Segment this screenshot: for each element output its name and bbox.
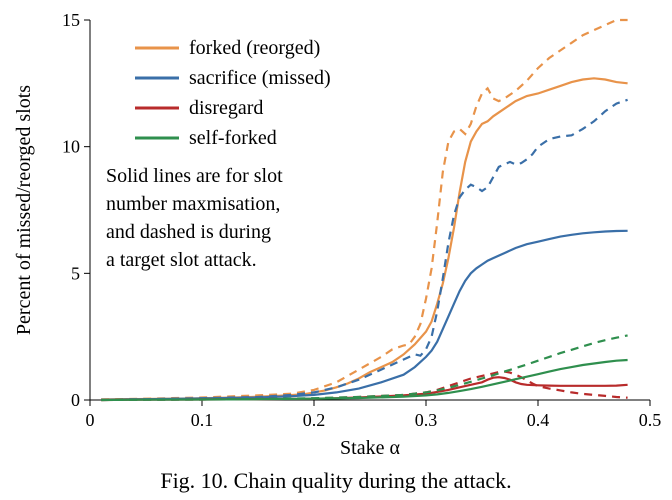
y-tick-label: 10 (62, 137, 80, 157)
legend-label-selfforked: self-forked (189, 127, 277, 149)
inset-text-line: number maxmisation, (106, 193, 280, 215)
y-tick-label: 0 (71, 390, 80, 410)
inset-text-line: and dashed is during (106, 221, 271, 243)
x-tick-label: 0.4 (527, 410, 550, 430)
x-tick-label: 0.1 (191, 410, 214, 430)
x-axis-title: Stake α (340, 437, 400, 459)
x-tick-label: 0.3 (415, 410, 438, 430)
series-selfforked_dashed (101, 335, 627, 400)
inset-text-line: Solid lines are for slot (106, 165, 283, 187)
x-tick-label: 0.5 (639, 410, 662, 430)
chart-container: 0 0.1 0.2 0.3 0.4 0.5 0 5 10 15 Stake α Percent of … (0, 0, 672, 500)
legend-label-disregard: disregard (189, 97, 263, 119)
chart-svg: 0 0.1 0.2 0.3 0.4 0.5 0 5 10 15 Stake α Percent of … (0, 0, 672, 500)
legend-label-sacrifice: sacrifice (missed) (189, 67, 331, 89)
legend-label-forked: forked (reorged) (189, 37, 320, 59)
figure-caption: Fig. 10. Chain quality during the attack… (160, 468, 511, 493)
y-tick-label: 5 (71, 263, 80, 283)
x-tick-label: 0 (86, 410, 95, 430)
x-tick-label: 0.2 (303, 410, 326, 430)
inset-text-line: a target slot attack. (106, 249, 257, 271)
y-tick-label: 15 (62, 10, 80, 30)
y-axis-title: Percent of missed/reorged slots (13, 85, 35, 335)
